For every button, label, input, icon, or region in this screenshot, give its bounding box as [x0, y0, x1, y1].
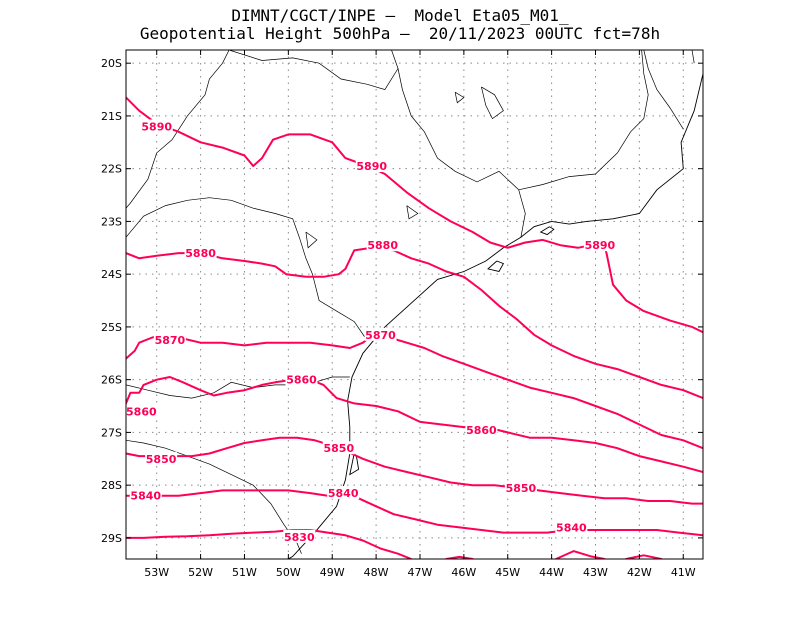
lake-outline	[406, 205, 419, 220]
contour-label-5840: 5840	[130, 490, 161, 503]
coastline	[487, 260, 505, 273]
lon-tick-label: 53W	[144, 566, 169, 579]
lon-tick-label: 45W	[495, 566, 520, 579]
contour-5830	[126, 529, 413, 559]
contour-label-bg	[366, 238, 399, 252]
lat-tick-label: 21S	[101, 110, 122, 123]
contour-label-5870: 5870	[155, 334, 186, 347]
coastlines-borders	[126, 50, 703, 559]
state-border	[518, 50, 649, 191]
state-border	[643, 50, 684, 130]
contour-label-5890: 5890	[585, 239, 616, 252]
contour-label-5850: 5850	[506, 482, 537, 495]
lon-tick-label: 52W	[188, 566, 213, 579]
lat-tick-label: 24S	[101, 268, 122, 281]
contour-label-bg	[327, 486, 360, 500]
contour-5830	[445, 555, 474, 559]
plot-frame	[125, 49, 704, 560]
contour-label-5860: 5860	[466, 424, 497, 437]
contour-label-bg	[285, 372, 318, 386]
state-border	[691, 50, 695, 64]
lon-tick-label: 43W	[583, 566, 608, 579]
lat-tick-label: 22S	[101, 163, 122, 176]
contour-5840	[126, 489, 703, 537]
contour-label-5890: 5890	[356, 160, 387, 173]
state-border	[518, 189, 526, 238]
state-border	[228, 50, 399, 91]
state-border	[126, 197, 366, 338]
coastline	[539, 226, 555, 236]
contour-label-bg	[555, 520, 588, 534]
contour-label-5860: 5860	[286, 374, 317, 387]
contour-label-bg	[153, 333, 186, 347]
lat-tick-label: 27S	[101, 426, 122, 439]
contour-label-bg	[184, 246, 217, 260]
contour-label-bg	[125, 404, 158, 418]
contour-5830	[555, 550, 606, 559]
contour-5830	[625, 554, 663, 559]
contour-label-bg	[140, 119, 173, 133]
contour-label-bg	[583, 238, 616, 252]
contour-label-5830: 5830	[284, 531, 315, 544]
contour-lines	[126, 96, 703, 559]
lon-tick-label: 42W	[627, 566, 652, 579]
contour-5870	[126, 331, 703, 450]
contour-label-5850: 5850	[146, 453, 177, 466]
contour-label-5890: 5890	[141, 120, 172, 133]
contour-label-bg	[283, 529, 316, 543]
lat-tick-label: 25S	[101, 321, 122, 334]
lon-tick-label: 50W	[276, 566, 301, 579]
axis-ticks: 53W 52W 51W 50W 49W 48W 47W 46W 45W 44W 43W 42W 41W 2…	[101, 50, 703, 579]
contour-labels: 5890 5890 5880 5880 5890 5870 5870 5860 5860 5860…	[125, 119, 616, 544]
contour-5880	[126, 246, 703, 400]
state-border	[126, 50, 230, 209]
title-line-1: DIMNT/CGCT/INPE – Model Eta05_M01_	[231, 6, 569, 25]
lon-tick-label: 48W	[364, 566, 389, 579]
lat-tick-label: 20S	[101, 57, 122, 70]
lat-tick-label: 28S	[101, 479, 122, 492]
lon-tick-label: 47W	[408, 566, 433, 579]
contour-label-5840: 5840	[328, 487, 359, 500]
contour-label-bg	[504, 480, 537, 494]
state-border	[126, 376, 350, 399]
lon-tick-label: 41W	[671, 566, 696, 579]
lat-tick-label: 23S	[101, 215, 122, 228]
contour-label-5880: 5880	[367, 239, 398, 252]
contour-5890	[126, 96, 703, 334]
title-line-2: Geopotential Height 500hPa – 20/11/2023 …	[139, 24, 661, 43]
contour-label-5870: 5870	[365, 329, 396, 342]
contour-label-bg	[355, 159, 388, 173]
contour-label-bg	[129, 488, 162, 502]
gridlines	[126, 50, 703, 559]
contour-label-5860: 5860	[126, 405, 157, 418]
lat-tick-label: 29S	[101, 532, 122, 545]
contour-label-bg	[364, 327, 397, 341]
lon-tick-label: 44W	[539, 566, 564, 579]
contour-5860	[126, 376, 703, 473]
contour-5850	[126, 436, 703, 505]
contour-label-5880: 5880	[185, 247, 216, 260]
lat-tick-label: 26S	[101, 374, 122, 387]
contour-label-bg	[322, 441, 355, 455]
contour-label-bg	[145, 451, 178, 465]
lake-outline	[305, 231, 318, 249]
lake-outline	[481, 86, 504, 120]
coastline	[288, 73, 703, 559]
lake-outline	[454, 91, 465, 104]
contour-label-bg	[465, 422, 498, 436]
lon-tick-label: 46W	[451, 566, 476, 579]
state-border	[397, 68, 519, 191]
lon-tick-label: 49W	[320, 566, 345, 579]
lon-tick-label: 51W	[232, 566, 257, 579]
contour-label-5840: 5840	[556, 521, 587, 534]
contour-label-5850: 5850	[323, 442, 354, 455]
